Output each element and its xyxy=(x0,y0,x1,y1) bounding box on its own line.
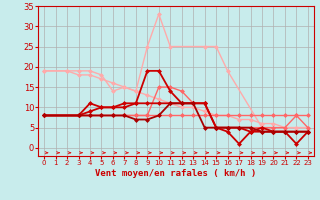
X-axis label: Vent moyen/en rafales ( km/h ): Vent moyen/en rafales ( km/h ) xyxy=(95,169,257,178)
